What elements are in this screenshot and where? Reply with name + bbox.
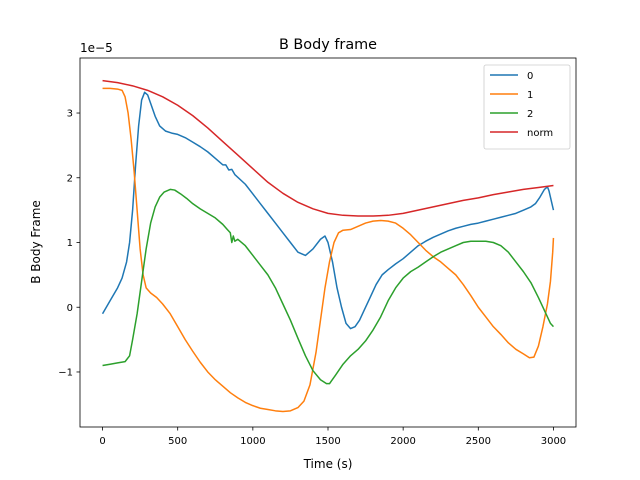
x-tick-label: 1500 (315, 436, 340, 447)
y-axis-label: B Body Frame (29, 200, 43, 284)
legend-label-2: 2 (527, 109, 533, 120)
y-axis: −1 0 1 2 3 (58, 109, 80, 379)
x-tick-label: 1000 (240, 436, 265, 447)
x-tick-label: 500 (168, 436, 187, 447)
legend-label-0: 0 (527, 71, 533, 82)
series-line-norm (102, 79, 554, 217)
series-line-2 (102, 188, 555, 385)
series-line-0 (101, 91, 555, 330)
y-tick-label: 1 (67, 238, 73, 249)
legend-box (483, 64, 571, 150)
plot-area (101, 79, 555, 413)
legend-label-norm: norm (527, 128, 553, 139)
legend-label-1: 1 (527, 90, 533, 101)
y-tick-label: 0 (67, 303, 73, 314)
x-tick-label: 2000 (390, 436, 415, 447)
x-axis-label: Time (s) (303, 457, 353, 471)
x-tick-label: 2500 (466, 436, 491, 447)
axes-frame (79, 57, 577, 428)
y-tick-label: 3 (67, 109, 73, 120)
chart-title: B Body frame (279, 37, 377, 53)
y-tick-label: −1 (58, 368, 73, 379)
legend: 0 1 2 norm (483, 64, 571, 150)
x-tick-label: 0 (99, 436, 105, 447)
series-line-1 (102, 87, 555, 413)
y-tick-label: 2 (67, 173, 73, 184)
x-tick-label: 3000 (541, 436, 566, 447)
x-axis: 0 500 1000 1500 2000 2500 3000 (99, 427, 566, 447)
y-offset-label: 1e−5 (80, 41, 113, 55)
